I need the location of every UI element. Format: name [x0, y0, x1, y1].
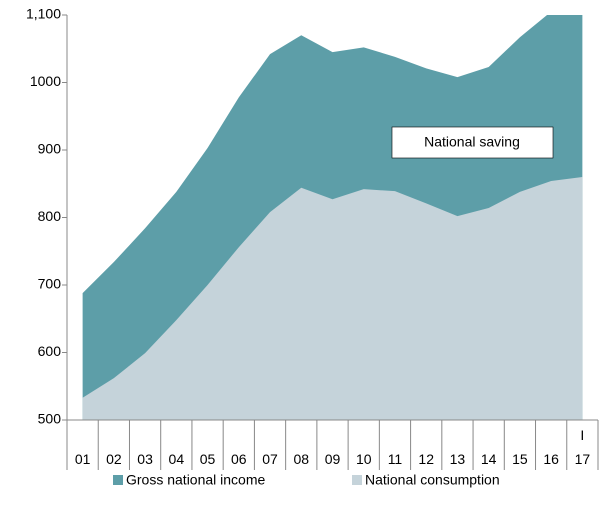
x-tick-label: 15	[512, 451, 528, 467]
x-tick-label: 16	[543, 451, 559, 467]
y-tick-label: 1000	[30, 73, 61, 89]
legend-label: Gross national income	[126, 472, 266, 488]
axes: 500 600 700 800 900 1000 1,100 01 02 03 04 05 06 07 08…	[26, 6, 599, 488]
x-tick-label: 13	[450, 451, 466, 467]
x-tick-label: 08	[293, 451, 309, 467]
legend-label: National consumption	[365, 472, 500, 488]
x-tick-label: 01	[75, 451, 91, 467]
y-tick-label: 800	[38, 208, 62, 224]
x-tick-label: 10	[356, 451, 372, 467]
x-tick-label: 11	[388, 451, 403, 467]
x-tick-label: 03	[137, 451, 153, 467]
annotation: National saving	[424, 134, 520, 150]
x-tick-label: 07	[262, 451, 278, 467]
x-tick-label: 02	[106, 451, 122, 467]
y-tick-label: 600	[38, 343, 62, 359]
x-tick-label: 14	[481, 451, 497, 467]
x-tick-label: 09	[325, 451, 341, 467]
legend-swatch	[113, 475, 123, 485]
y-tick-label: 500	[38, 411, 62, 427]
x-tick-label: I 17	[575, 427, 591, 467]
x-tick-label: 06	[231, 451, 247, 467]
y-tick-label: 700	[38, 276, 62, 292]
area	[82, 177, 583, 420]
x-tick-label: 12	[418, 451, 434, 467]
y-tick-label: 1,100	[26, 6, 61, 22]
legend-swatch	[352, 475, 362, 485]
x-tick-label: 05	[200, 451, 216, 467]
y-tick-label: 900	[38, 141, 62, 157]
x-tick-label: 04	[169, 451, 185, 467]
annotation-box	[391, 126, 554, 159]
plot-area	[82, 15, 583, 420]
